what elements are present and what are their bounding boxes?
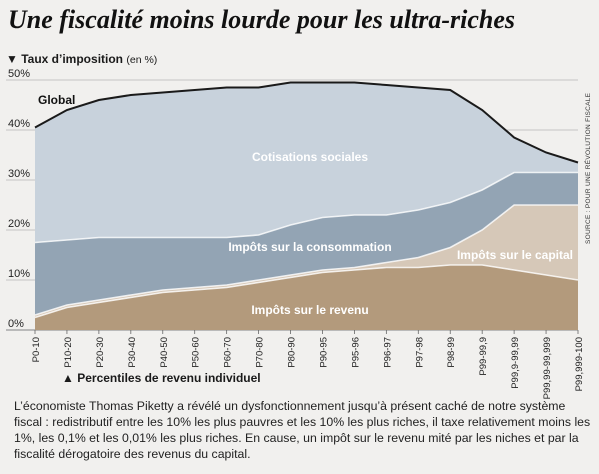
y-tick-label: 20%: [8, 218, 30, 230]
x-tick-label: P0-10: [31, 337, 42, 362]
caption-text: L’économiste Thomas Piketty a révélé un …: [14, 399, 591, 461]
x-tick-label: P99,99-99,999: [542, 337, 553, 399]
series-labels: Impôts sur le revenu Impôts sur le capita…: [228, 150, 573, 317]
y-tick-label: 10%: [8, 268, 30, 280]
y-tick-label: 50%: [8, 68, 30, 80]
y-tick-labels: 0% 10% 20% 30% 40% 50%: [8, 68, 30, 330]
chart-title: Une fiscalité moins lourde pour les ultr…: [8, 5, 516, 34]
x-tick-label: P30-40: [127, 337, 138, 368]
triangle-up-icon: ▲: [62, 371, 74, 385]
x-tick-label: P90-95: [318, 337, 329, 368]
x-tick-label: P97-98: [414, 337, 425, 368]
x-tick-label: P40-50: [159, 337, 170, 368]
global-label: Global: [38, 93, 75, 107]
triangle-down-icon: ▼: [6, 52, 18, 66]
area-revenu: [35, 265, 578, 330]
border-capital: [34, 204, 578, 316]
area-capital: [35, 205, 578, 318]
border-revenu: [34, 264, 579, 319]
x-tick-label: P50-60: [191, 337, 202, 368]
band-borders: [34, 171, 579, 319]
series-label-revenu: Impôts sur le revenu: [251, 303, 368, 317]
x-tick-label: P98-99: [446, 337, 457, 368]
y-axis-title: ▼ Taux d’imposition (en %): [6, 52, 157, 66]
series-label-cotisations: Cotisations sociales: [252, 150, 368, 164]
x-tick-label: P70-80: [255, 337, 266, 368]
stacked-areas: [35, 82, 578, 330]
x-axis-title: ▲ Percentiles de revenu individuel: [62, 371, 261, 385]
x-tick-label: P99,999-100: [574, 337, 585, 391]
x-tick-label: P20-30: [95, 337, 106, 368]
y-axis-title-text: Taux d’imposition: [21, 52, 124, 66]
global-series: Global: [34, 81, 579, 164]
x-tick-labels: P0-10 P10-20 P20-30 P30-40 P40-50 P50-60 P60-7…: [31, 330, 585, 399]
border-consommation: [34, 171, 578, 244]
x-tick-label: P96-97: [382, 337, 393, 368]
x-tick-label: P95-96: [350, 337, 361, 368]
x-axis-title-text: Percentiles de revenu individuel: [77, 371, 261, 385]
y-axis-unit: (en %): [126, 54, 158, 66]
y-tick-label: 40%: [8, 118, 30, 130]
x-tick-label: P99-99,9: [478, 337, 489, 376]
x-tick-label: P80-90: [287, 337, 298, 368]
y-tick-label: 30%: [8, 168, 30, 180]
global-line: [34, 81, 579, 164]
area-chart: Global 0% 10% 20% 30% 40% 50% P0-10 P10-20 P20-…: [6, 68, 585, 399]
area-cotisations: [35, 82, 578, 243]
x-tick-label: P99,9-99,99: [510, 337, 521, 389]
area-consommation: [35, 172, 578, 315]
series-label-capital: Impôts sur le capital: [457, 248, 573, 262]
source-note: SOURCE : POUR UNE RÉVOLUTION FISCALE: [585, 92, 592, 244]
y-tick-label: 0%: [8, 318, 24, 330]
x-tick-label: P60-70: [223, 337, 234, 368]
series-label-consommation: Impôts sur la consommation: [228, 240, 391, 254]
x-tick-label: P10-20: [63, 337, 74, 368]
